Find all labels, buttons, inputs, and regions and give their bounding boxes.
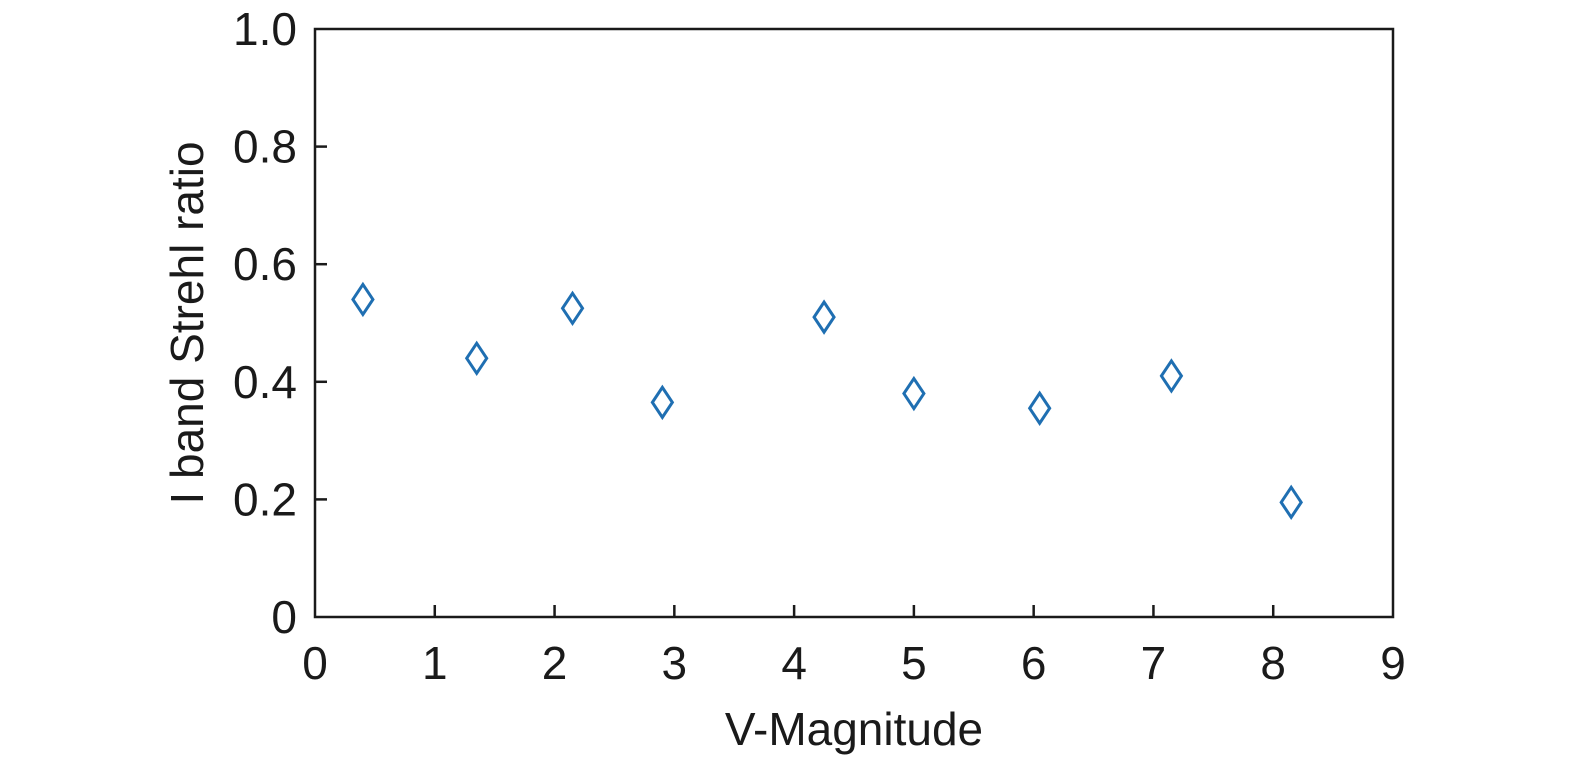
y-tick-label: 1.0	[233, 3, 297, 55]
y-axis-label: I band Strehl ratio	[161, 141, 213, 504]
plot-frame	[313, 27, 1395, 619]
data-point-diamond	[1279, 484, 1303, 521]
x-tick-label: 3	[662, 637, 688, 689]
data-point-diamond	[464, 340, 489, 376]
data-points	[351, 281, 1303, 521]
x-tick-label: 8	[1260, 637, 1286, 689]
data-point-diamond	[560, 290, 585, 327]
x-tick-label: 1	[422, 637, 448, 689]
y-tick-label: 0.6	[233, 238, 297, 290]
data-point-diamond	[351, 281, 375, 318]
x-tick-label: 9	[1380, 637, 1406, 689]
x-tick-label: 7	[1141, 637, 1167, 689]
x-tick-label: 2	[542, 637, 568, 689]
y-tick-label: 0.4	[233, 356, 297, 408]
data-point-diamond	[812, 299, 836, 335]
data-point-diamond	[1159, 358, 1184, 394]
y-tick-label: 0.8	[233, 121, 297, 173]
data-point-diamond	[902, 375, 926, 412]
y-axis-ticks: 0 0.2 0.4 0.6 0.8 1.0	[233, 3, 327, 643]
y-tick-label: 0.2	[233, 473, 297, 525]
x-axis-label: V-Magnitude	[725, 703, 983, 755]
x-tick-label: 4	[781, 637, 807, 689]
x-tick-label: 6	[1021, 637, 1047, 689]
x-tick-label: 5	[901, 637, 927, 689]
data-point-diamond	[650, 384, 675, 421]
data-point-diamond	[1027, 390, 1052, 426]
x-tick-label: 0	[302, 637, 328, 689]
x-axis-ticks: 0 1 2 3 4 5 6 7 8 9	[302, 605, 1406, 689]
y-tick-label: 0	[271, 591, 297, 643]
